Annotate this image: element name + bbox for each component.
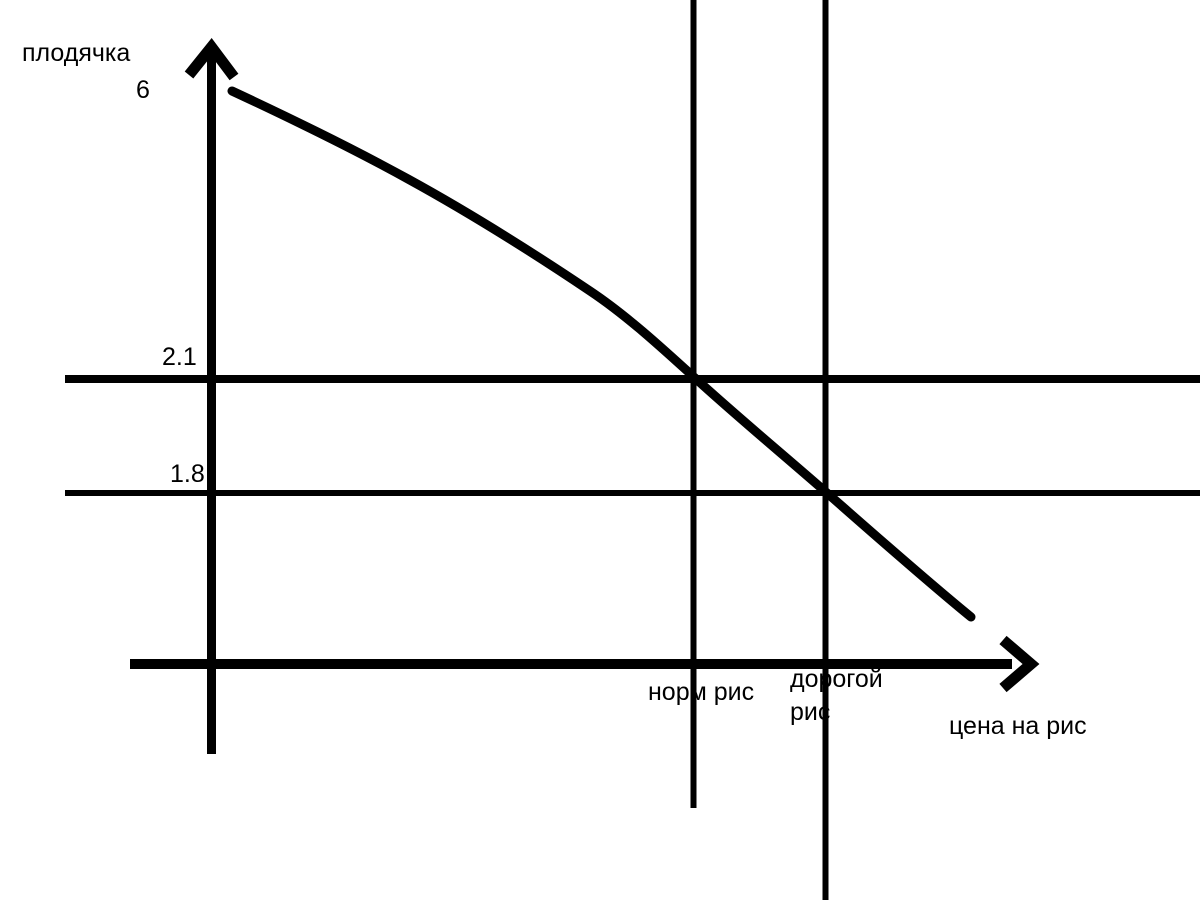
x-tick-dorogoy-ris: дорогой рис: [790, 665, 883, 726]
x-axis-arrowhead-icon: [999, 635, 1040, 693]
y-tick-1-8: 1.8: [170, 460, 205, 488]
y-axis-arrowhead-icon: [184, 38, 239, 81]
demand-curve: [227, 86, 976, 622]
x-tick-norm-ris: норм рис: [648, 678, 755, 706]
y-tick-6: 6: [136, 76, 150, 104]
y-tick-2-1: 2.1: [162, 343, 197, 371]
y-axis-label: плодячка: [22, 39, 131, 67]
x-axis-label: цена на рис: [949, 712, 1087, 740]
